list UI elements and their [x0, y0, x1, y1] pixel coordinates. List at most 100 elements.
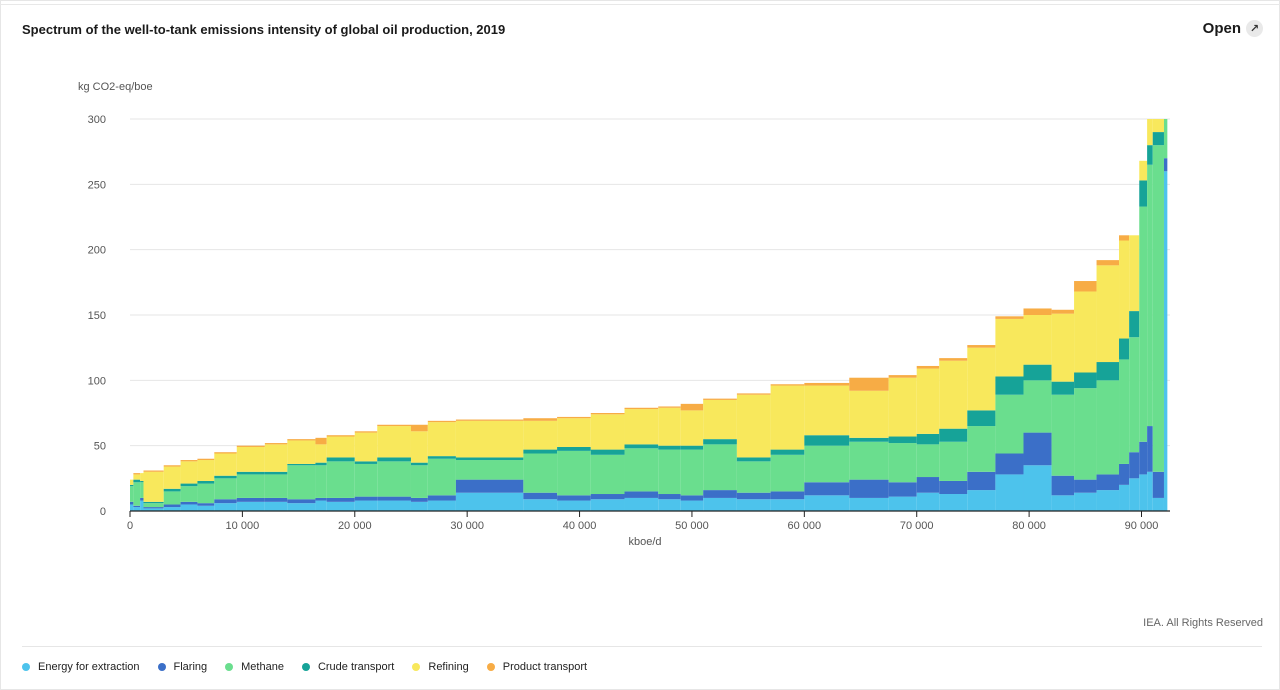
bar-segment-methane[interactable]	[1023, 380, 1052, 433]
bar-segment-energy-for-extraction[interactable]	[197, 505, 215, 511]
bar-segment-methane[interactable]	[1152, 145, 1164, 472]
bar-segment-refining[interactable]	[354, 432, 378, 462]
bar-segment-crude-transport[interactable]	[1152, 132, 1164, 146]
bar-segment-product-transport[interactable]	[236, 445, 265, 447]
legend-item-methane[interactable]: Methane	[225, 661, 284, 673]
bar-segment-energy-for-extraction[interactable]	[1139, 474, 1148, 511]
bar-segment-flaring[interactable]	[236, 497, 265, 502]
bar-segment-flaring[interactable]	[163, 504, 181, 508]
bar-segment-crude-transport[interactable]	[133, 479, 141, 483]
bar-segment-methane[interactable]	[287, 465, 316, 500]
bar-segment-energy-for-extraction[interactable]	[703, 497, 737, 511]
bar-segment-product-transport[interactable]	[658, 406, 681, 408]
bar-segment-methane[interactable]	[455, 460, 524, 480]
bar-segment-crude-transport[interactable]	[703, 439, 737, 445]
bar-segment-energy-for-extraction[interactable]	[315, 500, 327, 511]
bar-segment-flaring[interactable]	[377, 496, 411, 501]
bar-segment-crude-transport[interactable]	[163, 488, 181, 492]
bar-segment-methane[interactable]	[557, 450, 591, 496]
bar-segment-refining[interactable]	[590, 414, 625, 450]
bar-segment-energy-for-extraction[interactable]	[143, 508, 164, 511]
bar-segment-refining[interactable]	[236, 446, 265, 472]
bar-segment-product-transport[interactable]	[264, 443, 288, 445]
bar-segment-energy-for-extraction[interactable]	[287, 503, 316, 511]
bar-segment-energy-for-extraction[interactable]	[590, 499, 625, 511]
bar-segment-energy-for-extraction[interactable]	[377, 500, 411, 511]
bar-segment-crude-transport[interactable]	[326, 457, 355, 462]
bar-segment-crude-transport[interactable]	[377, 457, 411, 462]
bar-segment-flaring[interactable]	[967, 471, 996, 491]
bar-segment-crude-transport[interactable]	[624, 444, 659, 449]
bar-segment-refining[interactable]	[523, 420, 558, 450]
bar-segment-crude-transport[interactable]	[287, 463, 316, 466]
legend-item-crude-transport[interactable]: Crude transport	[301, 661, 394, 673]
bar-segment-flaring[interactable]	[140, 497, 144, 501]
bar-segment-product-transport[interactable]	[1074, 281, 1097, 292]
bar-segment-product-transport[interactable]	[939, 358, 968, 361]
bar-segment-crude-transport[interactable]	[1147, 145, 1153, 165]
bar-segment-methane[interactable]	[1051, 394, 1075, 476]
bar-segment-methane[interactable]	[264, 474, 288, 498]
bar-segment-methane[interactable]	[236, 474, 265, 498]
bar-segment-crude-transport[interactable]	[236, 471, 265, 475]
bar-segment-energy-for-extraction[interactable]	[410, 501, 428, 511]
bar-segment-crude-transport[interactable]	[315, 462, 327, 466]
bar-segment-crude-transport[interactable]	[736, 457, 771, 462]
bar-segment-refining[interactable]	[197, 460, 215, 481]
bar-segment-product-transport[interactable]	[523, 418, 558, 421]
bar-segment-energy-for-extraction[interactable]	[130, 504, 134, 511]
bar-segment-methane[interactable]	[377, 461, 411, 497]
bar-segment-flaring[interactable]	[143, 507, 164, 509]
bar-segment-methane[interactable]	[736, 461, 771, 493]
bar-segment-refining[interactable]	[916, 368, 940, 434]
bar-segment-flaring[interactable]	[849, 479, 889, 498]
bar-segment-product-transport[interactable]	[1119, 235, 1130, 241]
bar-segment-refining[interactable]	[1152, 119, 1164, 133]
bar-segment-product-transport[interactable]	[967, 345, 996, 348]
bar-segment-flaring[interactable]	[354, 496, 378, 501]
bar-segment-crude-transport[interactable]	[916, 433, 940, 445]
bar-segment-refining[interactable]	[377, 426, 411, 458]
bar-segment-refining[interactable]	[680, 410, 704, 446]
bar-segment-energy-for-extraction[interactable]	[264, 501, 288, 511]
bar-segment-flaring[interactable]	[287, 499, 316, 504]
bar-segment-crude-transport[interactable]	[557, 446, 591, 451]
bar-segment-flaring[interactable]	[197, 503, 215, 506]
bar-segment-energy-for-extraction[interactable]	[804, 495, 850, 511]
bar-segment-flaring[interactable]	[557, 495, 591, 501]
bar-segment-product-transport[interactable]	[427, 420, 456, 423]
bar-segment-energy-for-extraction[interactable]	[916, 492, 940, 511]
bar-segment-flaring[interactable]	[455, 479, 524, 493]
bar-segment-energy-for-extraction[interactable]	[1163, 171, 1168, 511]
bar-segment-refining[interactable]	[326, 436, 355, 458]
bar-segment-refining[interactable]	[888, 377, 917, 437]
bar-segment-energy-for-extraction[interactable]	[658, 499, 681, 511]
bar-segment-product-transport[interactable]	[354, 431, 378, 433]
bar-segment-product-transport[interactable]	[326, 435, 355, 437]
bar-segment-crude-transport[interactable]	[770, 449, 805, 455]
bar-segment-refining[interactable]	[410, 431, 428, 463]
bar-segment-flaring[interactable]	[214, 499, 237, 504]
bar-segment-refining[interactable]	[455, 420, 524, 458]
bar-segment-refining[interactable]	[427, 422, 456, 457]
bar-segment-flaring[interactable]	[523, 492, 558, 500]
bar-segment-methane[interactable]	[427, 458, 456, 496]
bar-segment-energy-for-extraction[interactable]	[557, 500, 591, 511]
bar-segment-energy-for-extraction[interactable]	[680, 500, 704, 511]
bar-segment-energy-for-extraction[interactable]	[1051, 495, 1075, 511]
legend-item-flaring[interactable]: Flaring	[157, 661, 207, 673]
bar-segment-refining[interactable]	[849, 390, 889, 438]
bar-segment-energy-for-extraction[interactable]	[1152, 497, 1164, 511]
bar-segment-energy-for-extraction[interactable]	[624, 497, 659, 511]
bar-segment-flaring[interactable]	[1119, 463, 1130, 485]
bar-segment-methane[interactable]	[888, 443, 917, 483]
bar-segment-methane[interactable]	[804, 445, 850, 483]
bar-segment-flaring[interactable]	[410, 497, 428, 502]
bar-segment-refining[interactable]	[133, 474, 141, 480]
bar-segment-flaring[interactable]	[1096, 474, 1120, 491]
bar-segment-refining[interactable]	[264, 444, 288, 472]
bar-segment-refining[interactable]	[140, 473, 144, 481]
bar-segment-methane[interactable]	[995, 394, 1024, 454]
bar-segment-methane[interactable]	[140, 482, 144, 498]
bar-segment-product-transport[interactable]	[888, 375, 917, 378]
